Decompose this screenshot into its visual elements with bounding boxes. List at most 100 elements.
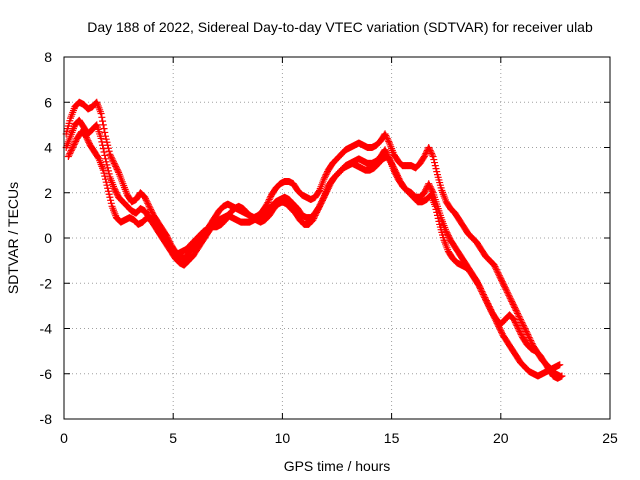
data-point [263, 200, 271, 208]
data-point [495, 272, 503, 280]
data-point [506, 293, 514, 301]
data-point [323, 169, 331, 177]
data-point [511, 305, 519, 313]
data-point [428, 151, 436, 159]
data-point [431, 162, 439, 170]
data-point [97, 134, 105, 142]
data-point [382, 147, 390, 155]
data-point [83, 134, 91, 142]
data-point [476, 285, 484, 293]
data-point [526, 335, 534, 343]
data-point [393, 170, 401, 178]
data-point [99, 141, 107, 149]
y-tick-labels: -8 -6 -4 -2 0 2 4 6 8 [40, 49, 53, 427]
data-point [510, 315, 518, 323]
data-point [494, 269, 502, 277]
data-point [511, 318, 519, 326]
data-point [323, 187, 331, 195]
data-point [433, 211, 441, 219]
data-point [109, 156, 117, 164]
data-point [320, 175, 328, 183]
data-point [425, 180, 433, 188]
data-point [324, 186, 332, 194]
data-point [69, 144, 77, 151]
data-point [311, 211, 319, 219]
data-point [385, 137, 393, 145]
data-point [98, 138, 106, 146]
data-point [321, 172, 329, 180]
data-point [431, 159, 439, 167]
data-point [511, 303, 519, 311]
data-point [144, 199, 152, 207]
data-point [512, 306, 520, 314]
data-point [475, 282, 483, 290]
data-point [556, 361, 564, 369]
data-point [491, 263, 499, 271]
data-point [487, 306, 495, 314]
data-point [433, 208, 441, 216]
data-point [105, 190, 113, 198]
data-point [319, 195, 327, 203]
data-point [106, 150, 114, 158]
data-point [316, 202, 324, 210]
data-point [391, 167, 399, 175]
data-point [312, 210, 320, 218]
data-point [321, 174, 329, 182]
series-track-3 [64, 128, 566, 382]
data-point [420, 189, 428, 197]
data-point [101, 175, 109, 183]
data-point [515, 326, 523, 334]
data-point [505, 291, 513, 299]
data-point [478, 288, 486, 296]
data-point [145, 202, 153, 210]
data-point [508, 297, 516, 305]
data-point [512, 320, 520, 328]
data-point [316, 201, 324, 209]
data-point [519, 321, 527, 329]
data-point [100, 125, 108, 133]
data-point [147, 205, 155, 213]
data-point [421, 151, 429, 159]
data-point [110, 159, 118, 167]
data-point [392, 168, 400, 176]
data-point [148, 208, 156, 216]
data-point [525, 334, 533, 342]
data-point [97, 110, 105, 118]
data-point [104, 184, 112, 192]
x-tick-label: 20 [493, 430, 509, 446]
data-point [497, 275, 505, 283]
data-point [108, 155, 116, 163]
x-tick-label: 10 [275, 430, 291, 446]
data-point [325, 183, 333, 191]
data-point [99, 121, 107, 129]
data-point [143, 198, 151, 206]
data-point [265, 197, 273, 205]
data-point [503, 288, 511, 296]
data-point [524, 332, 532, 340]
data-point [113, 165, 121, 173]
data-point [70, 140, 78, 148]
data-point [64, 153, 72, 161]
data-point [482, 297, 490, 305]
data-point [502, 285, 510, 293]
data-point [321, 192, 329, 200]
data-point [508, 299, 516, 307]
data-point [107, 196, 115, 204]
plot-frame [63, 56, 611, 420]
data-point [142, 196, 150, 204]
data-point [519, 320, 527, 328]
data-point [101, 172, 109, 180]
data-point [113, 190, 121, 198]
data-point [432, 205, 440, 213]
data-point [523, 329, 531, 337]
grid-lines [64, 57, 610, 419]
data-point [518, 318, 526, 326]
data-point [516, 328, 524, 336]
data-point [500, 281, 508, 289]
data-point [492, 264, 500, 272]
data-point [479, 289, 487, 297]
data-point [111, 186, 119, 194]
data-point [322, 171, 330, 179]
y-tick-label: -4 [40, 321, 53, 337]
data-point [324, 184, 332, 192]
